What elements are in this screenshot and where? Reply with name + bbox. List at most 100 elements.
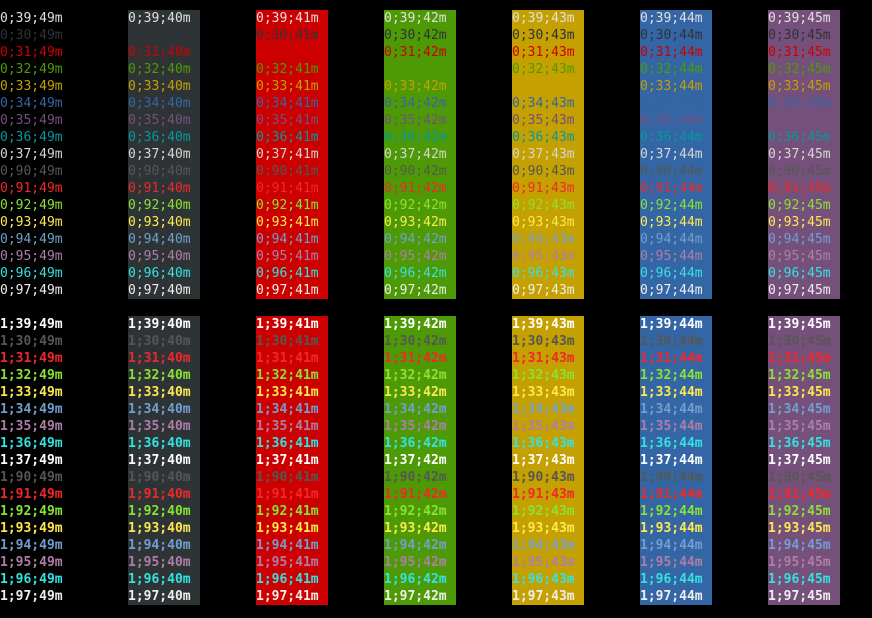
color-cell: 0;33;40m — [128, 79, 191, 94]
color-cell: 0;95;42m — [384, 249, 447, 264]
color-cell: 1;97;44m — [640, 589, 703, 604]
color-cell: 1;30;45m — [768, 334, 831, 349]
color-cell: 1;33;40m — [128, 385, 191, 400]
color-cell: 1;93;44m — [640, 521, 703, 536]
color-cell: 0;91;42m — [384, 181, 447, 196]
color-cell: 1;30;42m — [384, 334, 447, 349]
color-cell: 0;32;42m — [384, 62, 447, 77]
color-cell: 1;33;43m — [512, 385, 575, 400]
color-cell: 1;36;44m — [640, 436, 703, 451]
color-cell: 0;94;43m — [512, 232, 575, 247]
color-cell: 1;92;40m — [128, 504, 191, 519]
color-cell: 1;97;43m — [512, 589, 575, 604]
color-column-bg-45: 0;39;45m 0;30;45m 0;31;45m 0;32;45m 0;33;45m… — [768, 10, 840, 299]
color-cell: 0;92;44m — [640, 198, 703, 213]
color-cell: 0;91;41m — [256, 181, 319, 196]
color-cell: 1;32;41m — [256, 368, 319, 383]
color-column-bg-49: 0;39;49m 0;30;49m 0;31;49m 0;32;49m 0;33;49m… — [0, 10, 72, 299]
color-cell: 1;30;40m — [128, 334, 191, 349]
color-cell: 0;33;44m — [640, 79, 703, 94]
color-cell: 0;34;41m — [256, 96, 319, 111]
color-cell: 0;30;49m — [0, 28, 63, 43]
color-cell: 0;96;41m — [256, 266, 319, 281]
color-cell: 0;93;49m — [0, 215, 63, 230]
color-column-bg-44: 0;39;44m 0;30;44m 0;31;44m 0;32;44m 0;33;44m… — [640, 10, 712, 299]
color-cell: 1;36;45m — [768, 436, 831, 451]
color-cell: 0;39;43m — [512, 11, 575, 26]
color-cell: 0;90;40m — [128, 164, 191, 179]
color-cell: 1;32;49m — [0, 368, 63, 383]
color-cell: 0;96;44m — [640, 266, 703, 281]
color-cell: 0;37;49m — [0, 147, 63, 162]
color-cell: 1;96;41m — [256, 572, 319, 587]
color-cell: 1;94;45m — [768, 538, 831, 553]
color-cell: 1;96;42m — [384, 572, 447, 587]
color-cell: 1;91;45m — [768, 487, 831, 502]
color-cell: 0;31;43m — [512, 45, 575, 60]
color-cell: 0;37;41m — [256, 147, 319, 162]
color-cell: 1;36;43m — [512, 436, 575, 451]
color-cell: 0;94;42m — [384, 232, 447, 247]
color-cell: 0;39;49m — [0, 11, 63, 26]
color-cell: 1;94;41m — [256, 538, 319, 553]
color-cell: 0;93;44m — [640, 215, 703, 230]
color-cell: 1;34;43m — [512, 402, 575, 417]
color-cell: 0;35;44m — [640, 113, 703, 128]
color-cell: 0;31;42m — [384, 45, 447, 60]
color-cell: 1;31;40m — [128, 351, 191, 366]
color-cell: 0;36;40m — [128, 130, 191, 145]
color-cell: 0;34;42m — [384, 96, 447, 111]
color-cell: 1;92;45m — [768, 504, 831, 519]
color-cell: 0;94;49m — [0, 232, 63, 247]
color-cell: 1;33;42m — [384, 385, 447, 400]
color-cell: 1;37;43m — [512, 453, 575, 468]
color-cell: 0;97;45m — [768, 283, 831, 298]
color-cell: 0;37;44m — [640, 147, 703, 162]
color-cell: 1;95;41m — [256, 555, 319, 570]
color-cell: 0;39;45m — [768, 11, 831, 26]
color-cell: 0;34;40m — [128, 96, 191, 111]
color-cell: 0;96;49m — [0, 266, 63, 281]
color-cell: 1;95;43m — [512, 555, 575, 570]
color-cell: 1;36;42m — [384, 436, 447, 451]
color-cell: 1;93;41m — [256, 521, 319, 536]
color-cell: 1;35;44m — [640, 419, 703, 434]
color-column-bg-43: 0;39;43m 0;30;43m 0;31;43m 0;32;43m 0;33;43m… — [512, 10, 584, 299]
color-cell: 0;31;45m — [768, 45, 831, 60]
color-cell: 1;31;49m — [0, 351, 63, 366]
color-cell: 1;36;49m — [0, 436, 63, 451]
color-cell: 0;30;42m — [384, 28, 447, 43]
color-cell: 1;34;45m — [768, 402, 831, 417]
color-cell: 0;94;40m — [128, 232, 191, 247]
color-cell: 0;39;41m — [256, 11, 319, 26]
color-cell: 0;94;44m — [640, 232, 703, 247]
color-cell: 0;97;49m — [0, 283, 63, 298]
color-cell: 1;91;44m — [640, 487, 703, 502]
color-cell: 1;37;45m — [768, 453, 831, 468]
color-cell: 0;95;49m — [0, 249, 63, 264]
color-cell: 0;90;44m — [640, 164, 703, 179]
color-cell: 0;30;44m — [640, 28, 703, 43]
color-cell: 1;93;42m — [384, 521, 447, 536]
color-cell: 0;35;42m — [384, 113, 447, 128]
color-cell: 0;91;49m — [0, 181, 63, 196]
color-cell: 1;34;41m — [256, 402, 319, 417]
color-column-bg-42-bold: 1;39;42m 1;30;42m 1;31;42m 1;32;42m 1;33;42m… — [384, 316, 456, 605]
color-cell: 0;35;45m — [768, 113, 831, 128]
color-cell: 1;90;49m — [0, 470, 63, 485]
color-cell: 1;93;45m — [768, 521, 831, 536]
color-cell: 0;90;43m — [512, 164, 575, 179]
color-cell: 0;91;40m — [128, 181, 191, 196]
color-cell: 0;32;45m — [768, 62, 831, 77]
color-cell: 0;39;40m — [128, 11, 191, 26]
color-cell: 1;37;44m — [640, 453, 703, 468]
color-cell: 0;31;40m — [128, 45, 191, 60]
color-cell: 1;93;49m — [0, 521, 63, 536]
color-cell: 1;97;42m — [384, 589, 447, 604]
color-column-bg-49-bold: 1;39;49m 1;30;49m 1;31;49m 1;32;49m 1;33;49m… — [0, 316, 72, 605]
color-cell: 1;30;49m — [0, 334, 63, 349]
color-cell: 0;33;41m — [256, 79, 319, 94]
color-cell: 1;96;49m — [0, 572, 63, 587]
color-cell: 0;33;45m — [768, 79, 831, 94]
color-cell: 1;33;45m — [768, 385, 831, 400]
